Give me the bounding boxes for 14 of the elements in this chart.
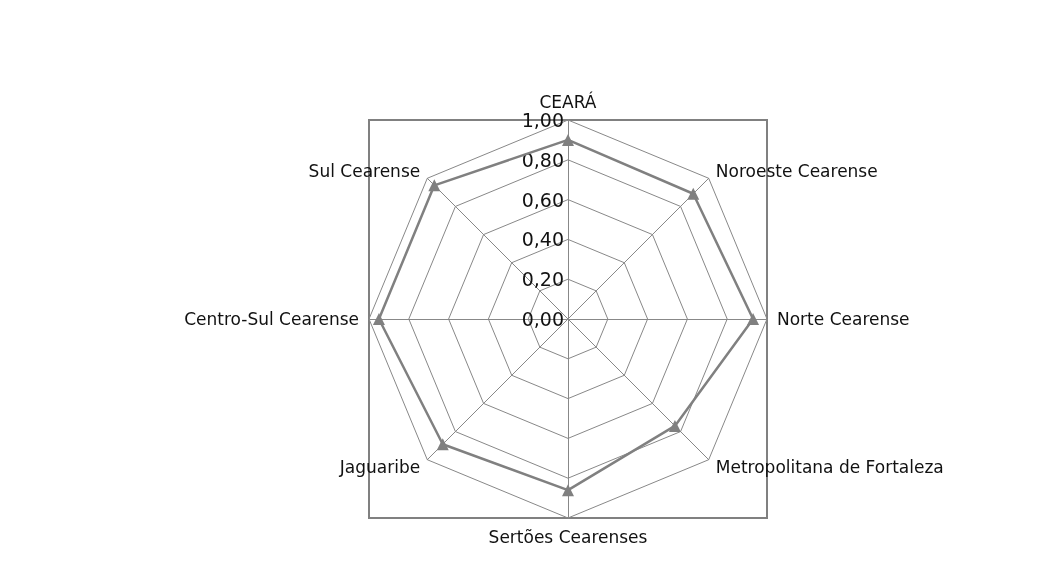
spoke-label: Jaguaribe [338, 456, 421, 477]
y-tick-label: 1,00 [521, 109, 564, 131]
spoke-label: Sertões Cearenses [488, 526, 648, 547]
spoke-label: Metropolitana de Fortaleza [715, 456, 944, 477]
y-tick-label: 0,00 [521, 308, 564, 330]
y-tick-label: 0,80 [521, 148, 564, 171]
spoke-label: CEARÁ [539, 90, 597, 112]
y-tick-label: 0,20 [521, 268, 564, 291]
y-tick-label: 0,60 [521, 188, 564, 211]
spoke-label: Noroeste Cearense [715, 161, 878, 182]
spoke-label: Sul Cearense [308, 161, 421, 182]
spoke-label: Centro-Sul Cearense [184, 309, 359, 329]
y-tick-label: 0,40 [521, 228, 564, 251]
spoke-label: Norte Cearense [777, 309, 910, 329]
